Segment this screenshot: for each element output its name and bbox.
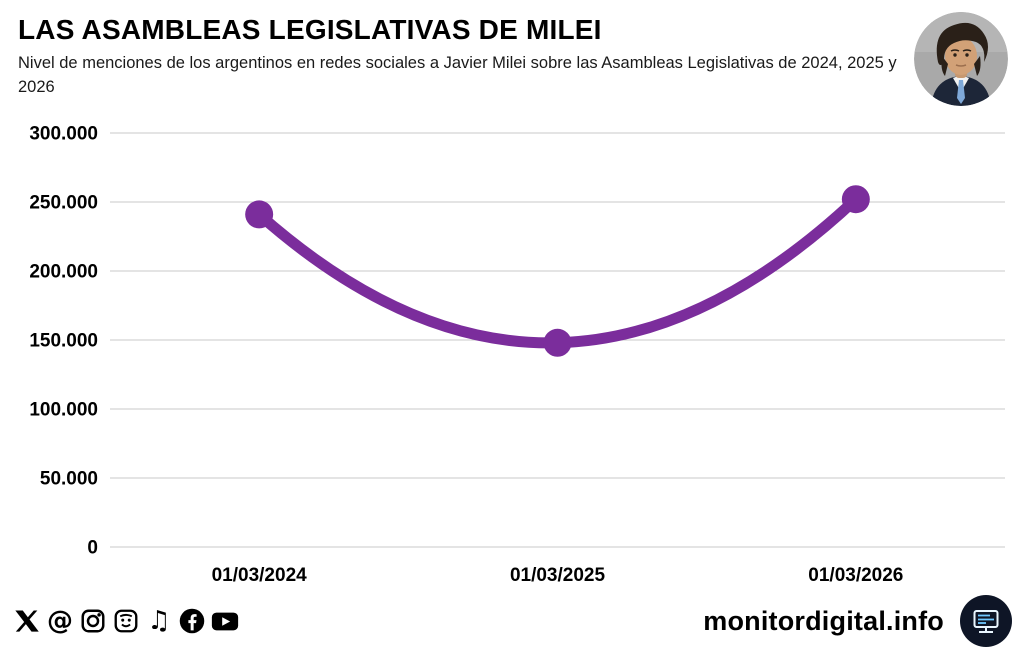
y-tick-label: 100.000 xyxy=(29,400,98,421)
data-point xyxy=(245,200,274,229)
x-tick-label: 01/03/2026 xyxy=(808,565,903,586)
page-title: LAS ASAMBLEAS LEGISLATIVAS DE MILEI xyxy=(18,14,602,45)
milei-avatar-image xyxy=(914,12,1008,106)
y-tick-label: 200.000 xyxy=(29,262,98,283)
tiktok-icon: ♫ xyxy=(147,606,171,636)
data-point xyxy=(543,328,572,357)
y-tick-label: 150.000 xyxy=(29,331,98,352)
milei-avatar xyxy=(914,12,1008,106)
youtube-icon xyxy=(210,606,240,636)
y-tick-label: 250.000 xyxy=(29,193,98,214)
instagram-icon xyxy=(78,606,108,636)
site-name: monitordigital.info xyxy=(703,605,944,636)
social-icons-row: @ ♫ xyxy=(12,606,240,636)
threads-icon: @ xyxy=(47,606,73,636)
x-tick-label: 01/03/2025 xyxy=(510,565,606,586)
meme-face-icon xyxy=(111,606,141,636)
footer: @ ♫ xyxy=(12,594,1012,648)
brand: monitordigital.info xyxy=(703,595,1012,647)
y-tick-label: 50.000 xyxy=(40,469,98,490)
line-chart: 300.000 250.000 200.000 150.000 100.000 50.00… xyxy=(29,124,1005,586)
y-tick-label: 300.000 xyxy=(29,124,98,145)
chart-area: 300.000 250.000 200.000 150.000 100.000 50.00… xyxy=(0,105,1024,590)
x-icon xyxy=(12,606,42,636)
facebook-icon xyxy=(177,606,207,636)
page-subtitle: Nivel de menciones de los argentinos en … xyxy=(18,54,897,96)
x-tick-label: 01/03/2024 xyxy=(212,565,308,586)
y-tick-label: 0 xyxy=(87,538,98,559)
monitor-icon xyxy=(960,595,1012,647)
data-point xyxy=(841,185,870,214)
header: LAS ASAMBLEAS LEGISLATIVAS DE MILEI Nive… xyxy=(18,14,898,99)
